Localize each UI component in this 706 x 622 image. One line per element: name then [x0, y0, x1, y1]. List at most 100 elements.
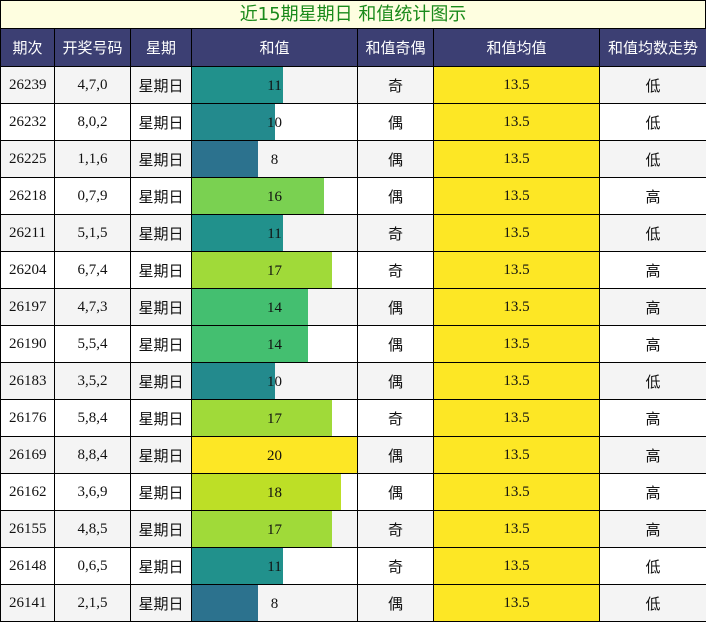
weekday-cell: 星期日 [131, 363, 192, 400]
sum-value: 8 [271, 152, 279, 168]
average-cell: 13.5 [434, 104, 600, 141]
header-sum: 和值 [192, 29, 358, 67]
issue-cell: 26225 [1, 141, 55, 178]
sum-bar [192, 141, 258, 177]
sum-cell: 10 [192, 363, 358, 400]
average-cell: 13.5 [434, 326, 600, 363]
issue-cell: 26155 [1, 511, 55, 548]
sum-value: 17 [267, 411, 282, 427]
numbers-cell: 5,1,5 [55, 215, 131, 252]
weekday-cell: 星期日 [131, 437, 192, 474]
numbers-cell: 4,7,0 [55, 67, 131, 104]
weekday-cell: 星期日 [131, 289, 192, 326]
average-cell: 13.5 [434, 548, 600, 585]
sum-cell: 16 [192, 178, 358, 215]
sum-bar [192, 252, 332, 288]
sum-cell: 8 [192, 141, 358, 178]
parity-cell: 奇 [358, 548, 434, 585]
parity-cell: 奇 [358, 511, 434, 548]
sum-bar [192, 104, 275, 140]
header-average: 和值均值 [434, 29, 600, 67]
numbers-cell: 3,5,2 [55, 363, 131, 400]
trend-cell: 低 [600, 363, 706, 400]
sum-cell: 10 [192, 104, 358, 141]
weekday-cell: 星期日 [131, 474, 192, 511]
trend-cell: 低 [600, 585, 706, 622]
numbers-cell: 5,8,4 [55, 400, 131, 437]
issue-cell: 26239 [1, 67, 55, 104]
sum-value: 20 [267, 448, 282, 464]
issue-cell: 26204 [1, 252, 55, 289]
trend-cell: 低 [600, 548, 706, 585]
sum-cell: 11 [192, 67, 358, 104]
parity-cell: 偶 [358, 178, 434, 215]
issue-cell: 26183 [1, 363, 55, 400]
numbers-cell: 8,0,2 [55, 104, 131, 141]
sum-value: 17 [267, 522, 282, 538]
sum-cell: 8 [192, 585, 358, 622]
average-cell: 13.5 [434, 252, 600, 289]
header-numbers: 开奖号码 [55, 29, 131, 67]
sum-value: 10 [267, 115, 282, 131]
sum-bar [192, 511, 332, 547]
trend-cell: 高 [600, 400, 706, 437]
average-cell: 13.5 [434, 67, 600, 104]
parity-cell: 偶 [358, 585, 434, 622]
trend-cell: 高 [600, 252, 706, 289]
issue-cell: 26148 [1, 548, 55, 585]
issue-cell: 26176 [1, 400, 55, 437]
parity-cell: 奇 [358, 252, 434, 289]
average-cell: 13.5 [434, 215, 600, 252]
sum-cell: 18 [192, 474, 358, 511]
issue-cell: 26141 [1, 585, 55, 622]
parity-cell: 偶 [358, 141, 434, 178]
weekday-cell: 星期日 [131, 141, 192, 178]
parity-cell: 偶 [358, 437, 434, 474]
sum-value: 11 [267, 78, 281, 94]
weekday-cell: 星期日 [131, 326, 192, 363]
header-issue: 期次 [1, 29, 55, 67]
average-cell: 13.5 [434, 585, 600, 622]
weekday-cell: 星期日 [131, 400, 192, 437]
sum-bar [192, 326, 308, 362]
sum-bar [192, 400, 332, 436]
trend-cell: 低 [600, 67, 706, 104]
weekday-cell: 星期日 [131, 178, 192, 215]
average-cell: 13.5 [434, 400, 600, 437]
sum-bar [192, 178, 324, 214]
trend-cell: 高 [600, 178, 706, 215]
weekday-cell: 星期日 [131, 67, 192, 104]
sum-bar [192, 363, 275, 399]
numbers-cell: 4,8,5 [55, 511, 131, 548]
parity-cell: 偶 [358, 104, 434, 141]
numbers-cell: 2,1,5 [55, 585, 131, 622]
parity-cell: 偶 [358, 289, 434, 326]
average-cell: 13.5 [434, 363, 600, 400]
average-cell: 13.5 [434, 474, 600, 511]
sum-bar [192, 585, 258, 621]
numbers-cell: 0,7,9 [55, 178, 131, 215]
parity-cell: 奇 [358, 400, 434, 437]
parity-cell: 奇 [358, 67, 434, 104]
weekday-cell: 星期日 [131, 548, 192, 585]
issue-cell: 26197 [1, 289, 55, 326]
average-cell: 13.5 [434, 289, 600, 326]
weekday-cell: 星期日 [131, 215, 192, 252]
average-cell: 13.5 [434, 437, 600, 474]
issue-cell: 26232 [1, 104, 55, 141]
sum-value: 11 [267, 226, 281, 242]
sum-value: 8 [271, 596, 279, 612]
